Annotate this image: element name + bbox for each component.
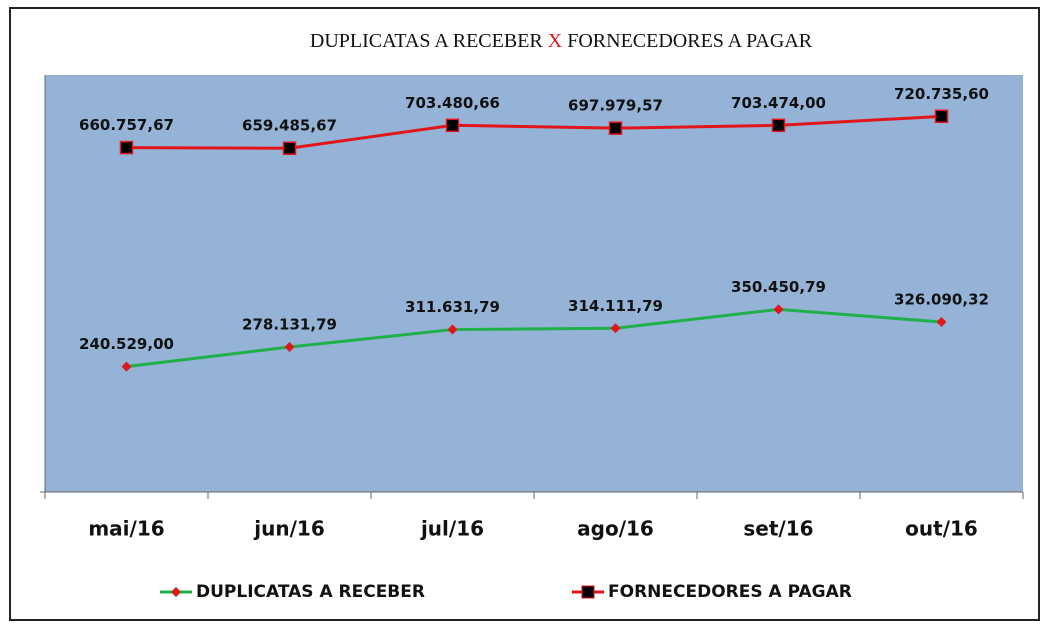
data-label: 311.631,79 <box>405 298 500 316</box>
data-label: 660.757,67 <box>79 116 174 134</box>
x-tick-label: mai/16 <box>88 517 164 541</box>
marker <box>934 109 949 124</box>
marker <box>447 324 458 335</box>
data-label: 703.480,66 <box>405 94 500 112</box>
legend-label: DUPLICATAS A RECEBER <box>196 582 425 602</box>
marker <box>119 140 134 155</box>
line <box>126 307 942 369</box>
title-part: DUPLICATAS A RECEBER <box>310 30 544 52</box>
marker <box>608 121 623 135</box>
legend-marker <box>581 585 595 599</box>
legend-label: FORNECEDORES A PAGAR <box>608 582 852 602</box>
data-label: 703.474,00 <box>731 94 826 112</box>
data-label: 659.485,67 <box>242 117 337 135</box>
marker <box>445 118 460 133</box>
marker <box>771 118 786 133</box>
data-label: 314.111,79 <box>568 297 663 315</box>
data-label: 326.090,32 <box>894 291 989 309</box>
data-label: 240.529,00 <box>79 335 174 353</box>
line <box>126 114 942 150</box>
marker <box>121 361 132 372</box>
data-label: 278.131,79 <box>242 316 337 334</box>
marker <box>610 323 621 334</box>
x-tick-label: jun/16 <box>253 517 324 541</box>
x-tick-label: ago/16 <box>577 517 654 541</box>
marker <box>936 317 947 328</box>
x-tick-label: jul/16 <box>420 517 484 541</box>
data-label: 697.979,57 <box>568 97 663 115</box>
x-tick-label: set/16 <box>743 517 813 541</box>
title-part: X <box>548 30 563 52</box>
marker <box>284 342 295 353</box>
data-label: 350.450,79 <box>731 278 826 296</box>
data-label: 720.735,60 <box>894 85 989 103</box>
title-part: FORNECEDORES A PAGAR <box>567 30 813 52</box>
chart-title: DUPLICATAS A RECEBER X FORNECEDORES A PA… <box>310 30 813 52</box>
marker <box>282 141 297 155</box>
plot-area <box>45 75 1023 492</box>
marker <box>773 304 784 315</box>
x-tick-label: out/16 <box>905 517 978 541</box>
legend-marker <box>171 587 181 597</box>
